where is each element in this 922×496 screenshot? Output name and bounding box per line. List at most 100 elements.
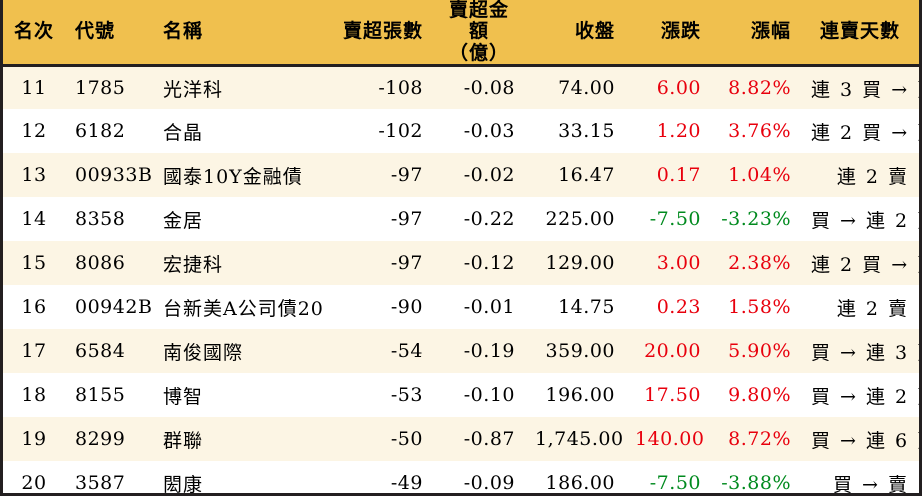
cell-change: 1.20 (656, 120, 701, 143)
cell-change-pct: 8.72% (728, 428, 791, 451)
cell-rank: 19 (21, 428, 47, 451)
column-header-rank[interactable]: 名次 (3, 0, 65, 67)
table-row[interactable]: 16 00942B 台新美A公司債20 -90 -0.01 14.75 0.23 1.58% 連… (3, 285, 919, 330)
cell-name: 金居 (163, 209, 204, 232)
cell-change: -7.50 (649, 208, 701, 231)
cell-change: 17.50 (644, 384, 701, 407)
cell-code: 6584 (75, 340, 126, 363)
cell-change-pct: 9.80% (728, 384, 791, 407)
cell-sell-amount: -0.19 (463, 340, 515, 363)
column-header-name[interactable]: 名稱 (153, 0, 321, 67)
cell-rank: 14 (21, 208, 47, 231)
cell-code: 8086 (75, 252, 126, 275)
column-header-close[interactable]: 收盤 (525, 0, 625, 67)
column-header-sell-streak[interactable]: 連賣天數 (801, 0, 919, 67)
cell-change-pct: 5.90% (728, 340, 791, 363)
column-header-change[interactable]: 漲跌 (625, 0, 711, 67)
table-row[interactable]: 15 8086 宏捷科 -97 -0.12 129.00 3.00 2.38% 連 2 買 → … (3, 241, 919, 286)
cell-code: 00933B (75, 164, 153, 187)
cell-sell-lots: -49 (390, 472, 423, 495)
cell-sell-amount: -0.10 (463, 384, 515, 407)
cell-sell-amount: -0.22 (463, 208, 515, 231)
cell-sell-amount: -0.02 (463, 164, 515, 187)
table-row[interactable]: 12 6182 合晶 -102 -0.03 33.15 1.20 3.76% 連 2 買 → 賣 (3, 109, 919, 154)
cell-rank: 12 (21, 120, 47, 143)
cell-name: 南俊國際 (163, 341, 244, 364)
cell-sell-streak: 連 3 買 → 賣 (811, 78, 919, 101)
table-row[interactable]: 19 8299 群聯 -50 -0.87 1,745.00 140.00 8.72% 買 → 連… (3, 417, 919, 462)
cell-sell-streak: 連 2 買 → 賣 (811, 253, 919, 276)
cell-sell-streak: 買 → 連 2 賣 (811, 209, 919, 232)
cell-sell-streak: 連 2 賣 (836, 297, 909, 320)
table-row[interactable]: 11 1785 光洋科 -108 -0.08 74.00 6.00 8.82% 連 3 買 → … (3, 65, 919, 110)
cell-change: 140.00 (635, 428, 705, 451)
column-header-sell-amount[interactable]: 賣超金額 （億） (433, 0, 525, 67)
cell-sell-lots: -97 (390, 208, 423, 231)
cell-close: 1,745.00 (535, 428, 624, 451)
cell-name: 閎康 (163, 473, 204, 496)
sell-amount-label-line2: （億） (448, 41, 509, 64)
cell-rank: 13 (21, 164, 47, 187)
cell-name: 國泰10Y金融債 (163, 165, 303, 188)
cell-rank: 17 (21, 340, 47, 363)
table-row[interactable]: 20 3587 閎康 -49 -0.09 186.00 -7.50 -3.88% 買 → 賣 (3, 461, 919, 496)
cell-sell-lots: -102 (378, 120, 423, 143)
cell-code: 8155 (75, 384, 126, 407)
cell-sell-streak: 連 2 賣 (836, 165, 909, 188)
cell-name: 台新美A公司債20 (163, 297, 324, 320)
column-header-change-pct[interactable]: 漲幅 (711, 0, 801, 67)
cell-close: 359.00 (545, 340, 615, 363)
table-row[interactable]: 17 6584 南俊國際 -54 -0.19 359.00 20.00 5.90% 買 → 連 … (3, 329, 919, 374)
cell-close: 74.00 (558, 77, 615, 100)
cell-rank: 15 (21, 252, 47, 275)
cell-change: 0.17 (656, 164, 701, 187)
cell-close: 186.00 (545, 472, 615, 495)
cell-change: 20.00 (644, 340, 701, 363)
cell-sell-amount: -0.08 (463, 77, 515, 100)
cell-sell-amount: -0.03 (463, 120, 515, 143)
cell-change-pct: -3.88% (721, 472, 791, 495)
cell-change-pct: 3.76% (728, 120, 791, 143)
cell-change: 6.00 (656, 77, 701, 100)
cell-code: 6182 (75, 120, 126, 143)
table-row[interactable]: 13 00933B 國泰10Y金融債 -97 -0.02 16.47 0.17 1.04% 連 … (3, 153, 919, 198)
sell-amount-label-line1: 賣超金額 (448, 0, 509, 43)
cell-sell-lots: -97 (390, 252, 423, 275)
cell-sell-lots: -54 (390, 340, 423, 363)
cell-change-pct: 1.04% (728, 164, 791, 187)
cell-sell-lots: -50 (390, 428, 423, 451)
cell-name: 光洋科 (163, 78, 224, 101)
cell-code: 8299 (75, 428, 126, 451)
cell-rank: 20 (21, 472, 47, 495)
cell-rank: 18 (21, 384, 47, 407)
cell-code: 3587 (75, 472, 126, 495)
cell-sell-streak: 買 → 連 2 賣 (811, 385, 919, 408)
cell-change: 3.00 (656, 252, 701, 275)
cell-change-pct: 2.38% (728, 252, 791, 275)
cell-sell-amount: -0.12 (463, 252, 515, 275)
cell-change: -7.50 (649, 472, 701, 495)
cell-sell-streak: 買 → 賣 (833, 473, 909, 496)
cell-name: 宏捷科 (163, 253, 224, 276)
cell-change-pct: 1.58% (728, 296, 791, 319)
cell-name: 群聯 (163, 429, 204, 452)
cell-close: 16.47 (558, 164, 615, 187)
cell-sell-lots: -97 (390, 164, 423, 187)
cell-sell-lots: -108 (378, 77, 423, 100)
table-row[interactable]: 14 8358 金居 -97 -0.22 225.00 -7.50 -3.23% 買 → 連 2… (3, 197, 919, 242)
table-row[interactable]: 18 8155 博智 -53 -0.10 196.00 17.50 9.80% 買 → 連 2 … (3, 373, 919, 418)
cell-sell-streak: 買 → 連 6 賣 (811, 429, 919, 452)
cell-sell-amount: -0.09 (463, 472, 515, 495)
cell-rank: 16 (21, 296, 47, 319)
cell-code: 00942B (75, 296, 153, 319)
cell-close: 225.00 (545, 208, 615, 231)
cell-sell-amount: -0.87 (463, 428, 515, 451)
table-body: 11 1785 光洋科 -108 -0.08 74.00 6.00 8.82% 連 3 買 → … (3, 65, 919, 496)
column-header-sell-lots[interactable]: 賣超張數 (321, 0, 433, 67)
cell-sell-amount: -0.01 (463, 296, 515, 319)
cell-sell-lots: -90 (390, 296, 423, 319)
cell-close: 129.00 (545, 252, 615, 275)
cell-sell-streak: 連 2 買 → 賣 (811, 121, 919, 144)
column-header-code[interactable]: 代號 (65, 0, 153, 67)
cell-name: 博智 (163, 385, 204, 408)
